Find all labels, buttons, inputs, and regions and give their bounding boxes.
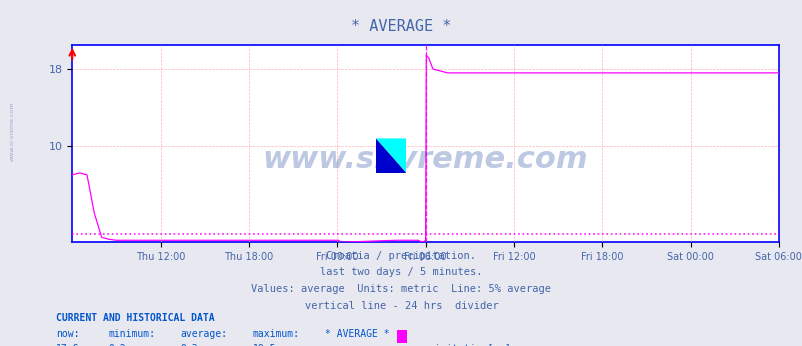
Text: 19.5: 19.5 (253, 344, 276, 346)
Text: www.si-vreme.com: www.si-vreme.com (10, 102, 14, 161)
Polygon shape (375, 138, 406, 173)
Text: * AVERAGE *: * AVERAGE * (351, 19, 451, 34)
Text: 17.6: 17.6 (56, 344, 79, 346)
Text: 0.2: 0.2 (108, 344, 126, 346)
Text: precipitation[mm]: precipitation[mm] (411, 344, 510, 346)
Text: vertical line - 24 hrs  divider: vertical line - 24 hrs divider (304, 301, 498, 311)
Polygon shape (375, 138, 406, 173)
Text: maximum:: maximum: (253, 329, 300, 339)
Text: Values: average  Units: metric  Line: 5% average: Values: average Units: metric Line: 5% a… (251, 284, 551, 294)
Text: average:: average: (180, 329, 228, 339)
Text: CURRENT AND HISTORICAL DATA: CURRENT AND HISTORICAL DATA (56, 313, 215, 323)
Text: minimum:: minimum: (108, 329, 156, 339)
Text: 9.3: 9.3 (180, 344, 198, 346)
Text: www.si-vreme.com: www.si-vreme.com (262, 145, 588, 174)
Text: last two days / 5 minutes.: last two days / 5 minutes. (320, 267, 482, 277)
Text: now:: now: (56, 329, 79, 339)
Text: Croatia / precipitation.: Croatia / precipitation. (326, 251, 476, 261)
Text: * AVERAGE *: * AVERAGE * (325, 329, 389, 339)
